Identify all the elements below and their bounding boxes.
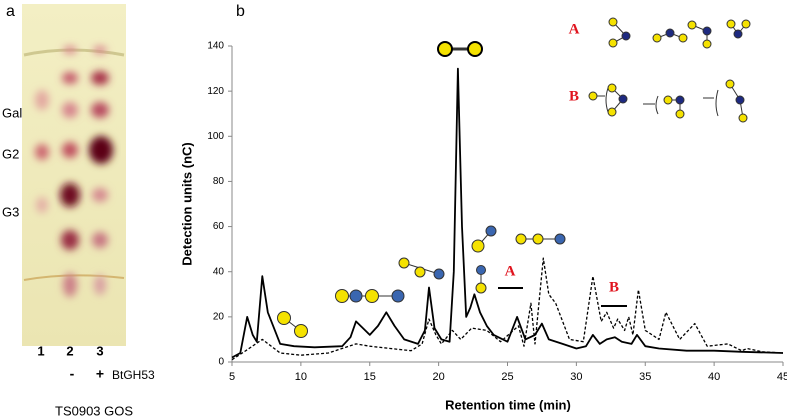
caption: TS0903 GOS bbox=[55, 403, 133, 418]
treatment-label: - bbox=[70, 366, 75, 382]
data-line bbox=[231, 257, 784, 361]
x-tick-label: 20 bbox=[433, 371, 445, 383]
plot: 0 20 40 60 80 100 120 140 5 10 15 20 25 30 35 40 45 bbox=[207, 41, 787, 383]
y-tick-label: 20 bbox=[213, 311, 225, 322]
x-tick-label: 45 bbox=[777, 371, 787, 383]
x-tick-label: 40 bbox=[708, 371, 720, 383]
x-tick-label: 15 bbox=[364, 371, 376, 383]
panel-label: a bbox=[6, 3, 15, 20]
legend-label: B bbox=[569, 88, 579, 104]
x-tick-label: 25 bbox=[501, 371, 513, 383]
lane-label: 3 bbox=[96, 343, 103, 358]
band-label: Gal bbox=[2, 105, 22, 120]
band-label: G2 bbox=[2, 146, 19, 161]
y-tick-label: 80 bbox=[213, 176, 225, 187]
y-axis-label: Detection units (nC) bbox=[179, 142, 194, 266]
treatment-label: + bbox=[96, 366, 104, 382]
y-tick-label: 120 bbox=[207, 86, 224, 97]
y-tick-label: 140 bbox=[207, 41, 224, 52]
x-axis-label: Retention time (min) bbox=[445, 397, 571, 412]
data-line bbox=[231, 67, 784, 359]
band-label: G3 bbox=[2, 204, 19, 219]
lane-label: 2 bbox=[66, 343, 73, 358]
annotation: A bbox=[505, 263, 516, 279]
y-tick-label: 60 bbox=[213, 221, 225, 232]
x-tick-label: 5 bbox=[229, 371, 235, 383]
y-tick-label: 0 bbox=[218, 357, 224, 368]
glycan-icons bbox=[277, 17, 751, 338]
enzyme-label: BtGH53 bbox=[112, 368, 155, 382]
x-tick-label: 10 bbox=[295, 371, 307, 383]
lane-label: 1 bbox=[37, 343, 44, 358]
tlc-plate bbox=[22, 4, 126, 346]
y-tick-label: 100 bbox=[207, 131, 224, 142]
x-tick-label: 35 bbox=[639, 371, 651, 383]
legend-label: A bbox=[569, 21, 580, 37]
annotation: B bbox=[609, 279, 619, 295]
panel-label: b bbox=[236, 3, 245, 20]
y-tick-label: 40 bbox=[213, 266, 225, 277]
x-tick-label: 30 bbox=[570, 371, 582, 383]
